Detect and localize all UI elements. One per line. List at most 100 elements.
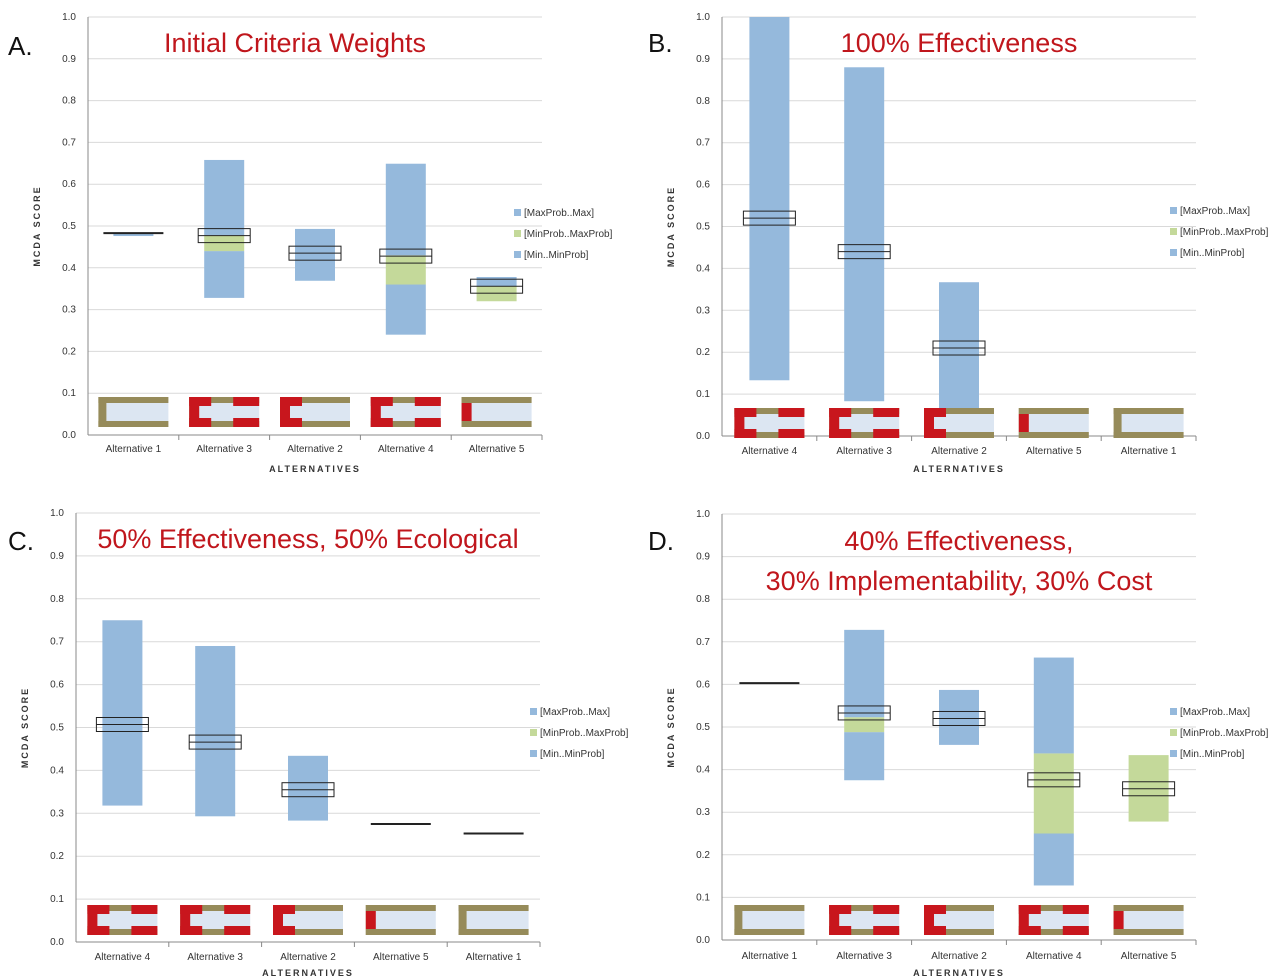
y-tick-label: 0.7	[696, 138, 710, 149]
legend-label: [MinProb..MaxProb]	[540, 728, 629, 739]
icon-red-bottom-left	[370, 418, 393, 427]
icon-red-left	[1113, 911, 1124, 929]
icon-red-left	[370, 397, 381, 427]
icon-red-top-right	[1062, 905, 1089, 914]
icon-bottom-wall	[734, 929, 805, 935]
x-tick-label: Alternative 1	[466, 952, 522, 963]
x-tick-label: Alternative 1	[106, 444, 162, 455]
icon-left-wall	[98, 397, 107, 427]
x-tick-label: Alternative 3	[196, 444, 252, 455]
bar-maxprob-max	[385, 163, 426, 256]
icon-red-bottom-right	[233, 418, 260, 427]
icon-fill	[281, 911, 343, 929]
y-tick-label: 0.9	[696, 552, 710, 563]
bar-min-minprob	[1033, 833, 1074, 886]
y-tick-label: 1.0	[696, 12, 710, 23]
icon-red-bottom-left	[829, 429, 852, 438]
icon-red-top-right	[414, 397, 441, 406]
icon-bottom-wall	[1018, 432, 1089, 438]
icon-fill	[378, 403, 441, 421]
wall-icon	[273, 905, 343, 935]
bar-maxprob-max	[749, 17, 790, 219]
icon-red-top-right	[873, 905, 900, 914]
bar-min-minprob	[288, 789, 328, 821]
y-axis-title: MCDA SCORE	[32, 185, 42, 266]
icon-red-top-left	[370, 397, 393, 406]
icon-top-wall	[1113, 408, 1184, 414]
bar-maxprob-max	[476, 276, 517, 287]
icon-bottom-wall	[829, 432, 900, 438]
icon-bottom-wall	[87, 929, 158, 935]
icon-red-bottom-left	[924, 429, 946, 438]
wall-icon	[180, 905, 251, 935]
wall-icon	[1018, 408, 1089, 438]
bar-maxprob-max	[295, 228, 335, 254]
x-tick-label: Alternative 4	[95, 952, 151, 963]
y-tick-label: 0.7	[62, 137, 76, 148]
legend-swatch	[1170, 207, 1177, 214]
icon-red-top-right	[873, 408, 900, 417]
y-tick-label: 0.9	[62, 54, 76, 65]
y-tick-label: 0.4	[62, 263, 76, 274]
x-tick-label: Alternative 4	[742, 446, 798, 457]
wall-icon	[734, 408, 805, 438]
icon-top-wall	[924, 408, 994, 414]
y-tick-label: 0.2	[50, 851, 64, 862]
bar-min-minprob	[844, 732, 885, 781]
icon-red-bottom-right	[224, 926, 251, 935]
icon-bottom-wall	[1113, 432, 1184, 438]
icon-red-top-left	[189, 397, 212, 406]
panel-label: A.	[8, 31, 33, 61]
icon-red-top-left	[734, 408, 757, 417]
chart-title: 100% Effectiveness	[841, 28, 1078, 58]
wall-icon	[87, 905, 158, 935]
icon-red-bottom-right	[873, 429, 900, 438]
x-tick-label: Alternative 2	[280, 952, 336, 963]
icon-red-bottom-right	[131, 926, 158, 935]
bar-min-minprob	[102, 724, 143, 806]
icon-red-top-right	[233, 397, 260, 406]
icon-fill	[106, 403, 169, 421]
legend-label: [Min..MinProb]	[1180, 248, 1245, 259]
icon-red-bottom-right	[778, 429, 805, 438]
legend: [MaxProb..Max] [MinProb..MaxProb] [Min..Mi…	[530, 707, 629, 760]
y-tick-label: 0.7	[696, 637, 710, 648]
icon-fill	[1026, 911, 1089, 929]
legend-label: [MaxProb..Max]	[540, 707, 610, 718]
y-tick-label: 0.2	[62, 346, 76, 357]
icon-red-left	[1018, 414, 1029, 432]
icon-top-wall	[1018, 408, 1089, 414]
icon-top-wall	[273, 905, 343, 911]
y-axis-title: MCDA SCORE	[666, 186, 676, 267]
icon-top-wall	[924, 905, 994, 911]
icon-fill	[466, 911, 529, 929]
y-tick-label: 1.0	[50, 508, 64, 519]
wall-icon	[924, 408, 994, 438]
legend-swatch	[1170, 249, 1177, 256]
wall-icon	[1113, 408, 1184, 438]
wall-icon	[98, 397, 169, 427]
icon-top-wall	[87, 905, 158, 911]
icon-red-left	[180, 905, 191, 935]
icon-bottom-wall	[829, 929, 900, 935]
icon-red-top-right	[224, 905, 251, 914]
wall-icon	[458, 905, 529, 935]
icon-left-wall	[458, 905, 467, 935]
legend: [MaxProb..Max] [MinProb..MaxProb] [Min..Mi…	[1170, 206, 1269, 259]
icon-red-bottom-left	[189, 418, 212, 427]
y-axis-title: MCDA SCORE	[666, 686, 676, 767]
x-axis-title: ALTERNATIVES	[269, 464, 361, 474]
bar-minprob-maxprob	[204, 235, 245, 252]
x-tick-label: Alternative 1	[742, 951, 798, 962]
icon-red-top-left	[1018, 905, 1041, 914]
icon-top-wall	[461, 397, 532, 403]
y-tick-label: 0.7	[50, 637, 64, 648]
chart-title: 30% Implementability, 30% Cost	[766, 566, 1153, 596]
bar-minprob-maxprob	[385, 255, 426, 285]
legend-label: [MaxProb..Max]	[1180, 707, 1250, 718]
icon-red-top-left	[280, 397, 302, 406]
bar-maxprob-max	[102, 620, 143, 725]
bar-maxprob-max	[939, 689, 979, 719]
chart-panel: 0.0 0.1 0.2 0.3 0.4 0.5 0.6 0.7 0.8 0.9 1.0 MCDA SC…	[8, 508, 629, 978]
icon-red-left	[461, 403, 472, 421]
